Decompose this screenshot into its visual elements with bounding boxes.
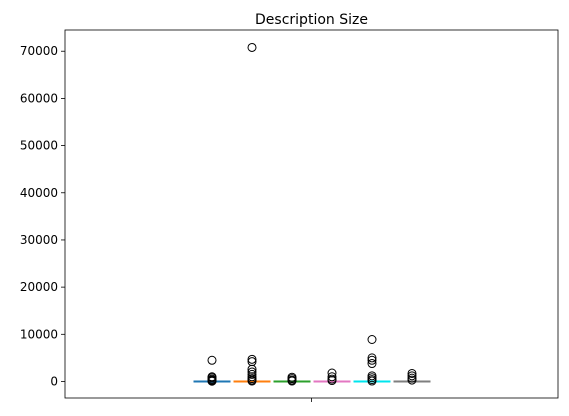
box-group-3 [273, 372, 311, 386]
outlier-point [367, 353, 377, 363]
boxes-layer [193, 42, 431, 386]
axes-frame [64, 29, 559, 399]
y-tick-label: 70000 [20, 44, 58, 58]
outlier-point [247, 354, 257, 364]
y-tick-label: 30000 [20, 233, 58, 247]
y-tick-label: 20000 [20, 280, 58, 294]
outlier-point [247, 42, 257, 52]
outlier-point [247, 376, 257, 386]
chart-title: Description Size [255, 12, 368, 28]
y-tick-label: 50000 [20, 139, 58, 153]
y-tick-label: 40000 [20, 186, 58, 200]
outlier-point [407, 368, 417, 378]
y-tick-label: 0 [50, 374, 58, 388]
y-tick-label: 10000 [20, 327, 58, 341]
outlier-point [327, 372, 337, 382]
outlier-point [367, 334, 377, 344]
outlier-point [367, 359, 377, 369]
outlier-point [367, 376, 377, 386]
box-group-2 [233, 42, 271, 386]
outlier-point [367, 355, 377, 365]
y-tick-label: 60000 [20, 91, 58, 105]
box-group-5 [353, 334, 391, 386]
outlier-point [207, 355, 217, 365]
y-axis: 0 10000 20000 30000 40000 50000 60000 70000 [20, 44, 65, 388]
outlier-point [287, 376, 297, 386]
box-group-1 [193, 355, 231, 386]
outlier-point [207, 376, 217, 386]
outlier-point [247, 369, 257, 379]
outlier-point [407, 371, 417, 381]
box-group-4 [313, 368, 351, 386]
outlier-point [407, 375, 417, 385]
box-group-6 [393, 368, 431, 385]
outlier-point [327, 376, 337, 386]
